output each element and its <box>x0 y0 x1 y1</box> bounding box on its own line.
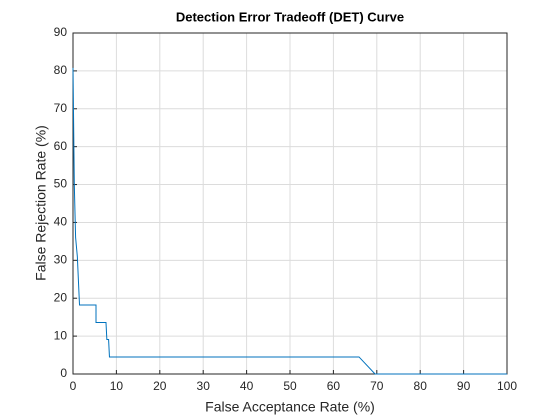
x-tick-label: 90 <box>457 379 471 393</box>
x-tick-label: 0 <box>70 379 77 393</box>
y-tick-label: 20 <box>54 290 68 304</box>
y-tick-label: 90 <box>54 25 68 39</box>
y-tick-label: 80 <box>54 63 68 77</box>
y-tick-label: 50 <box>54 177 68 191</box>
x-tick-label: 70 <box>370 379 384 393</box>
data-line <box>72 67 507 375</box>
y-tick-label: 10 <box>54 328 68 342</box>
y-tick-label: 0 <box>60 366 67 380</box>
x-tick-label: 80 <box>414 379 428 393</box>
plot-frame <box>72 32 508 375</box>
x-tick-label: 40 <box>240 379 254 393</box>
x-tick-label: 50 <box>283 379 297 393</box>
y-tick-label: 70 <box>54 101 68 115</box>
x-tick-label: 30 <box>197 379 211 393</box>
x-tick-label: 60 <box>327 379 341 393</box>
x-tick-label: 100 <box>497 379 517 393</box>
x-tick-label: 20 <box>153 379 167 393</box>
y-axis-label: False Rejection Rate (%) <box>33 125 49 281</box>
y-tick-label: 40 <box>54 215 68 229</box>
y-tick-label: 60 <box>54 139 68 153</box>
y-tick-label: 30 <box>54 253 68 267</box>
x-tick-label: 10 <box>110 379 124 393</box>
x-axis-label: False Acceptance Rate (%) <box>205 399 375 415</box>
chart-title: Detection Error Tradeoff (DET) Curve <box>176 9 404 24</box>
